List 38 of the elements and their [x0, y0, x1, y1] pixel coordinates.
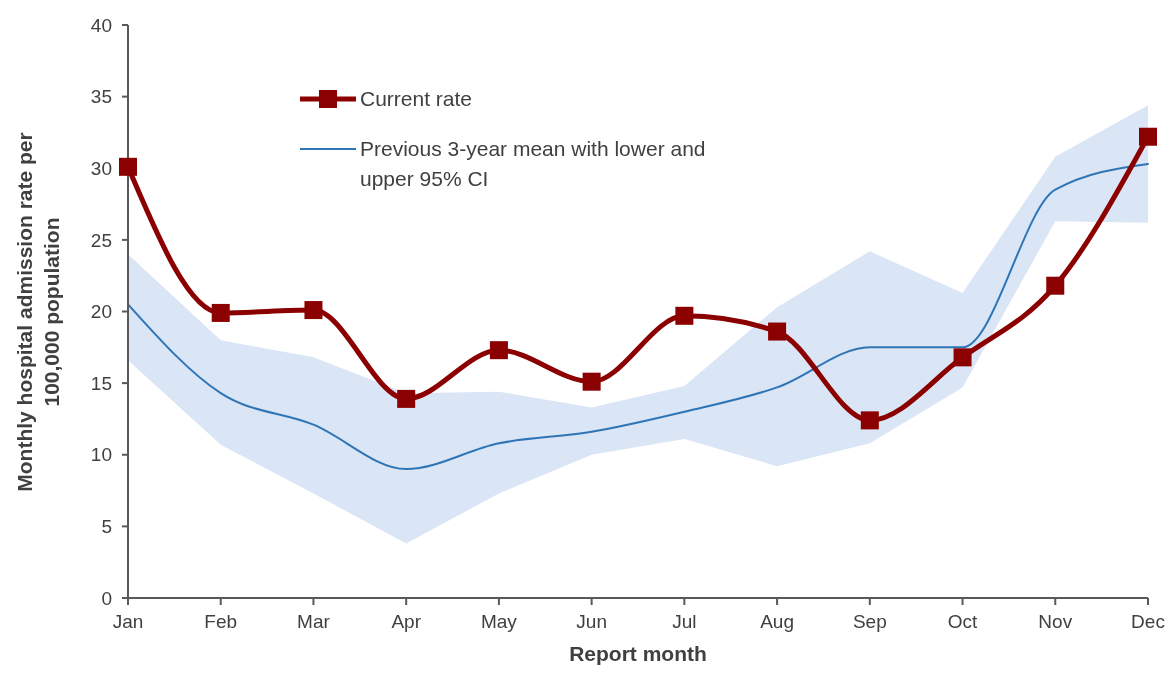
y-tick-label: 25 — [90, 229, 112, 251]
y-tick-label: 0 — [101, 587, 112, 609]
point — [119, 157, 137, 176]
x-tick-label: May — [480, 611, 518, 633]
x-tick-label: Jan — [112, 611, 144, 633]
x-axis-title: Report month — [568, 642, 708, 666]
x-tick-label: Dec — [1131, 611, 1165, 633]
x-tick-label: Jun — [576, 611, 607, 633]
point — [211, 303, 230, 322]
y-tick-label: 40 — [90, 14, 112, 36]
x-tick-label: Oct — [947, 611, 979, 633]
x-tick-label: Aug — [760, 611, 794, 633]
line-series — [127, 162, 1149, 471]
x-tick-label: Nov — [1038, 611, 1073, 633]
point — [397, 389, 416, 408]
point — [1046, 276, 1065, 295]
x-tick-label: Mar — [297, 611, 331, 633]
y-tick-label: 15 — [90, 372, 112, 394]
point — [304, 301, 323, 320]
legend-label: Previous 3-year mean with lower and upper 95% CI — [360, 136, 707, 192]
point — [1139, 127, 1157, 146]
legend-label: Current rate — [360, 86, 474, 112]
y-tick-label: 10 — [90, 444, 112, 466]
point — [489, 341, 508, 360]
y-tick-label: 35 — [90, 86, 112, 108]
point — [768, 322, 787, 341]
x-tick-label: Apr — [391, 611, 422, 633]
x-tick-label: Feb — [204, 611, 238, 633]
point — [860, 411, 879, 430]
y-axis-title: Monthly hospital admission rate per 100,000 population — [12, 130, 64, 494]
point — [582, 372, 601, 391]
y-tick-label: 30 — [90, 157, 112, 179]
x-tick-label: Jul — [672, 611, 697, 633]
point — [675, 306, 694, 325]
point — [953, 348, 972, 367]
y-tick-label: 5 — [101, 516, 112, 538]
x-tick-label: Sep — [852, 611, 887, 633]
y-tick-label: 20 — [90, 301, 112, 323]
